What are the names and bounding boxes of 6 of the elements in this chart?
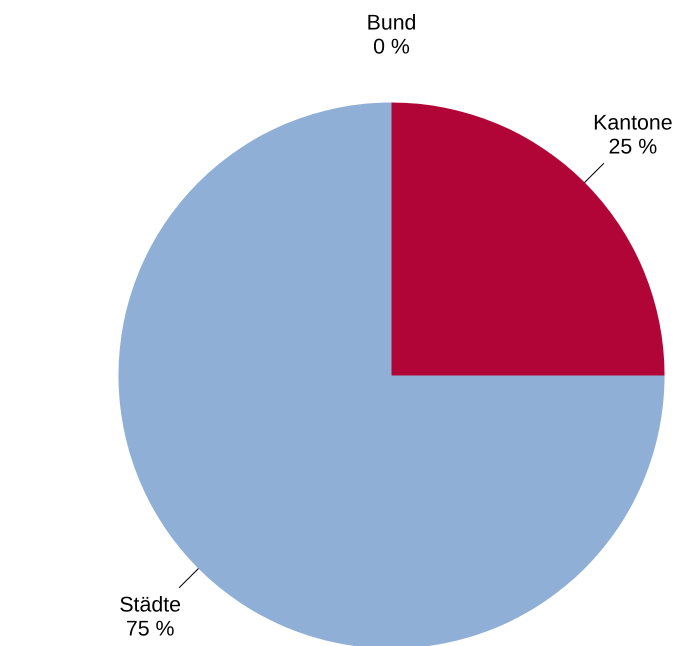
slice-label: Kantone bbox=[593, 110, 673, 134]
slice-label: Städte bbox=[119, 592, 182, 617]
data-label: 25 % bbox=[608, 134, 658, 158]
category-label: Bund bbox=[366, 10, 416, 34]
data-label: 75 % bbox=[126, 616, 175, 641]
text: 0 % bbox=[373, 34, 410, 58]
